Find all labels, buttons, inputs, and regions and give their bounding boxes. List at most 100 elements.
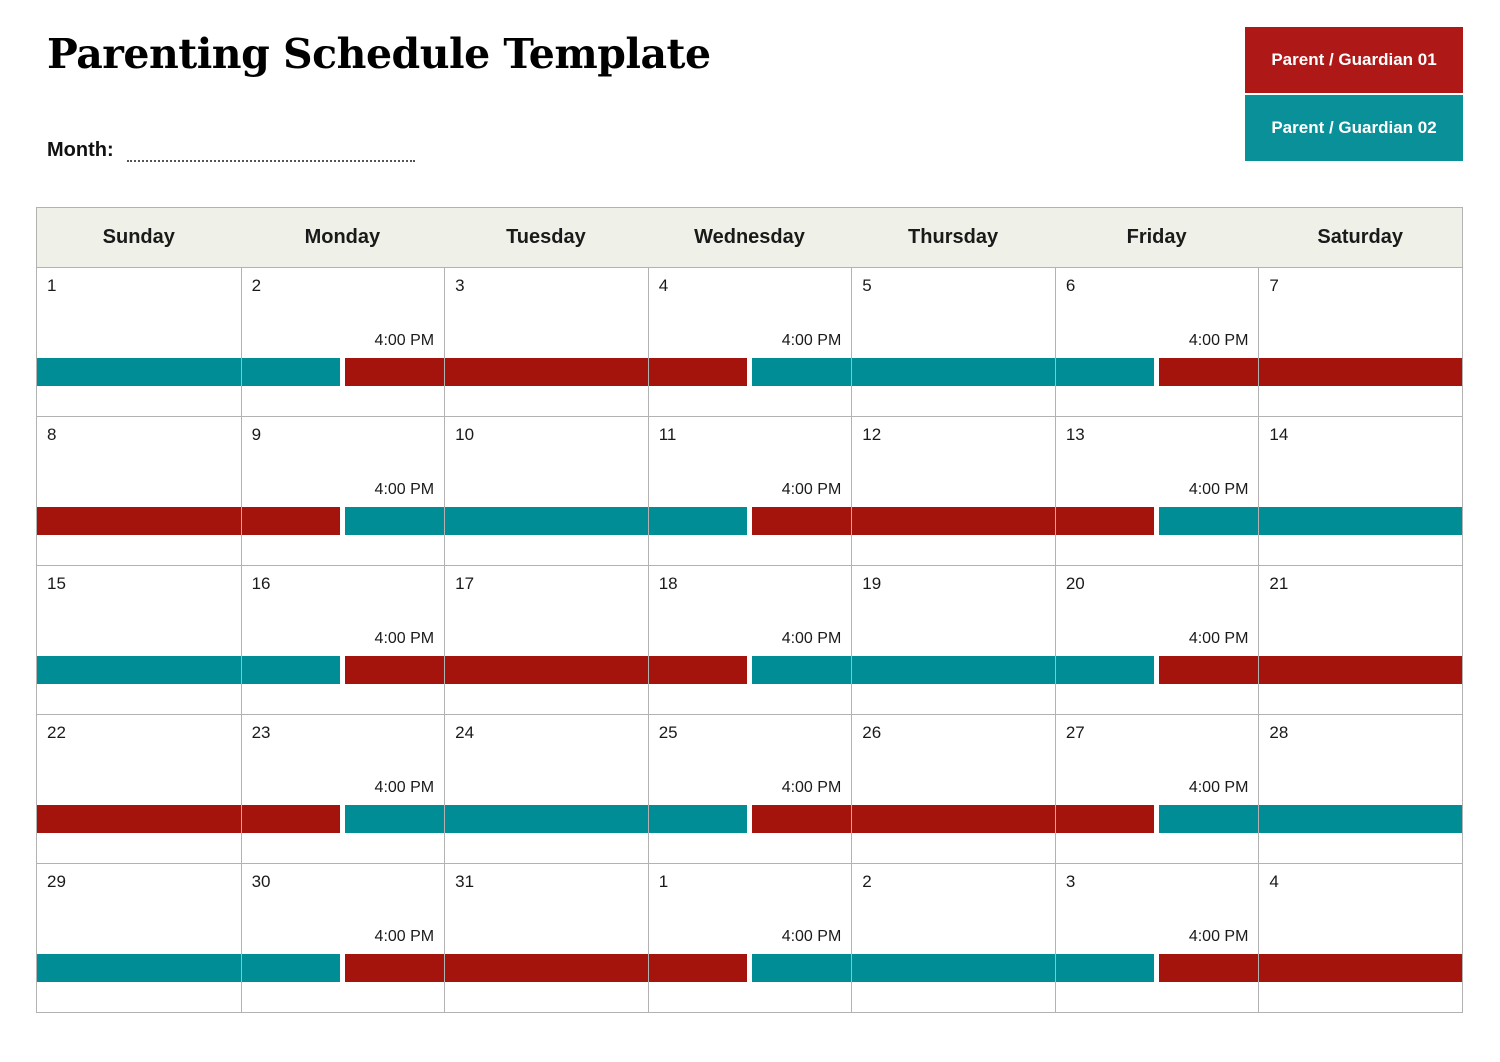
day-number: 9 <box>251 425 262 444</box>
transition-time-label: 4:00 PM <box>1188 779 1249 796</box>
day-cell: 8 <box>37 417 241 565</box>
day-number: 5 <box>862 276 872 295</box>
custody-bar <box>1259 954 1462 982</box>
week-row: 15 16 4:00 PM 17 18 4:00 PM 19 20 4:00 PM 21 <box>37 566 1462 715</box>
transition-time-label: 4:00 PM <box>1188 481 1249 498</box>
day-number: 2 <box>251 276 262 295</box>
custody-bar <box>1055 507 1259 535</box>
day-number: 20 <box>1065 574 1085 593</box>
day-number: 1 <box>658 872 669 891</box>
custody-bar-segment-parent1 <box>37 507 241 535</box>
custody-bar-segment-parent1 <box>445 358 648 386</box>
custody-bar <box>648 507 852 535</box>
custody-bar-segment-parent1 <box>344 656 445 684</box>
day-number: 26 <box>862 723 882 742</box>
custody-bar-segment-parent2 <box>37 954 241 982</box>
custody-bar <box>1259 805 1462 833</box>
day-number: 1 <box>47 276 57 295</box>
month-label: Month: <box>47 139 114 161</box>
day-number: 22 <box>47 723 66 742</box>
day-number: 23 <box>251 723 271 742</box>
custody-bar-segment-parent1 <box>751 805 852 833</box>
day-number: 11 <box>658 425 677 444</box>
day-number: 12 <box>862 425 882 444</box>
custody-bar <box>852 358 1055 386</box>
day-number: 30 <box>251 872 271 891</box>
day-cell: 4 4:00 PM <box>647 268 852 416</box>
day-cell: 19 <box>851 566 1055 714</box>
day-cell: 22 <box>37 715 241 863</box>
custody-bar-segment-parent1 <box>1159 954 1259 982</box>
custody-bar-segment-parent2 <box>445 805 648 833</box>
custody-bar <box>1055 358 1259 386</box>
custody-bar-segment-parent1 <box>344 358 445 386</box>
day-number: 6 <box>1065 276 1076 295</box>
custody-bar <box>1259 656 1462 684</box>
custody-bar-segment-parent2 <box>852 954 1055 982</box>
day-cell: 11 4:00 PM <box>647 417 852 565</box>
day-number: 28 <box>1269 723 1289 742</box>
day-cell: 31 <box>444 864 648 1012</box>
day-number: 18 <box>658 574 678 593</box>
custody-bar-segment-parent2 <box>37 358 241 386</box>
custody-bar <box>445 507 648 535</box>
custody-bar <box>445 656 648 684</box>
month-fill-in-line[interactable] <box>126 138 415 162</box>
day-number: 24 <box>455 723 475 742</box>
custody-bar <box>852 954 1055 982</box>
day-cell: 15 <box>37 566 241 714</box>
custody-bar-segment-parent2 <box>241 358 340 386</box>
custody-bar <box>241 507 445 535</box>
day-cell: 2 <box>851 864 1055 1012</box>
day-number: 2 <box>862 872 872 891</box>
custody-bar-segment-parent2 <box>1055 358 1155 386</box>
day-cell: 21 <box>1258 566 1462 714</box>
day-cell: 16 4:00 PM <box>240 566 445 714</box>
day-number: 15 <box>47 574 66 593</box>
custody-bar <box>445 954 648 982</box>
custody-bar-segment-parent2 <box>648 507 747 535</box>
calendar-header-row: Sunday Monday Tuesday Wednesday Thursday… <box>37 208 1462 268</box>
day-number: 31 <box>455 872 475 891</box>
custody-bar <box>648 954 852 982</box>
day-cell: 17 <box>444 566 648 714</box>
legend-parent2-badge: Parent / Guardian 02 <box>1245 95 1463 161</box>
custody-bar-segment-parent1 <box>445 656 648 684</box>
page-title: Parenting Schedule Template <box>47 30 711 78</box>
custody-bar-segment-parent2 <box>1259 805 1462 833</box>
transition-time-label: 4:00 PM <box>781 481 842 498</box>
custody-bar <box>241 805 445 833</box>
custody-bar-segment-parent1 <box>1055 507 1155 535</box>
day-number: 13 <box>1065 425 1085 444</box>
day-number: 14 <box>1269 425 1289 444</box>
transition-time-label: 4:00 PM <box>781 779 842 796</box>
day-cell: 20 4:00 PM <box>1054 566 1259 714</box>
custody-bar <box>648 656 852 684</box>
day-header-friday: Friday <box>1126 226 1187 248</box>
legend-parent1-badge: Parent / Guardian 01 <box>1245 27 1463 93</box>
custody-bar <box>445 358 648 386</box>
transition-time-label: 4:00 PM <box>374 928 435 945</box>
custody-bar-segment-parent2 <box>241 656 340 684</box>
custody-bar-segment-parent1 <box>648 656 747 684</box>
transition-time-label: 4:00 PM <box>781 928 842 945</box>
custody-bar <box>852 507 1055 535</box>
week-row: 29 30 4:00 PM 31 1 4:00 PM 2 3 4:00 PM 4 <box>37 864 1462 1012</box>
day-number: 27 <box>1065 723 1085 742</box>
transition-time-label: 4:00 PM <box>1188 332 1249 349</box>
transition-time-label: 4:00 PM <box>374 481 435 498</box>
day-number: 29 <box>47 872 66 891</box>
custody-bar <box>1259 358 1462 386</box>
transition-time-label: 4:00 PM <box>1188 630 1249 647</box>
custody-bar <box>241 954 445 982</box>
day-cell: 1 <box>37 268 241 416</box>
custody-bar <box>1055 656 1259 684</box>
day-number: 3 <box>1065 872 1076 891</box>
day-number: 25 <box>658 723 678 742</box>
day-header-wednesday: Wednesday <box>694 226 805 248</box>
custody-bar-segment-parent2 <box>344 507 445 535</box>
custody-bar <box>1055 954 1259 982</box>
day-cell: 28 <box>1258 715 1462 863</box>
day-cell: 23 4:00 PM <box>240 715 445 863</box>
custody-bar-segment-parent1 <box>1159 358 1259 386</box>
